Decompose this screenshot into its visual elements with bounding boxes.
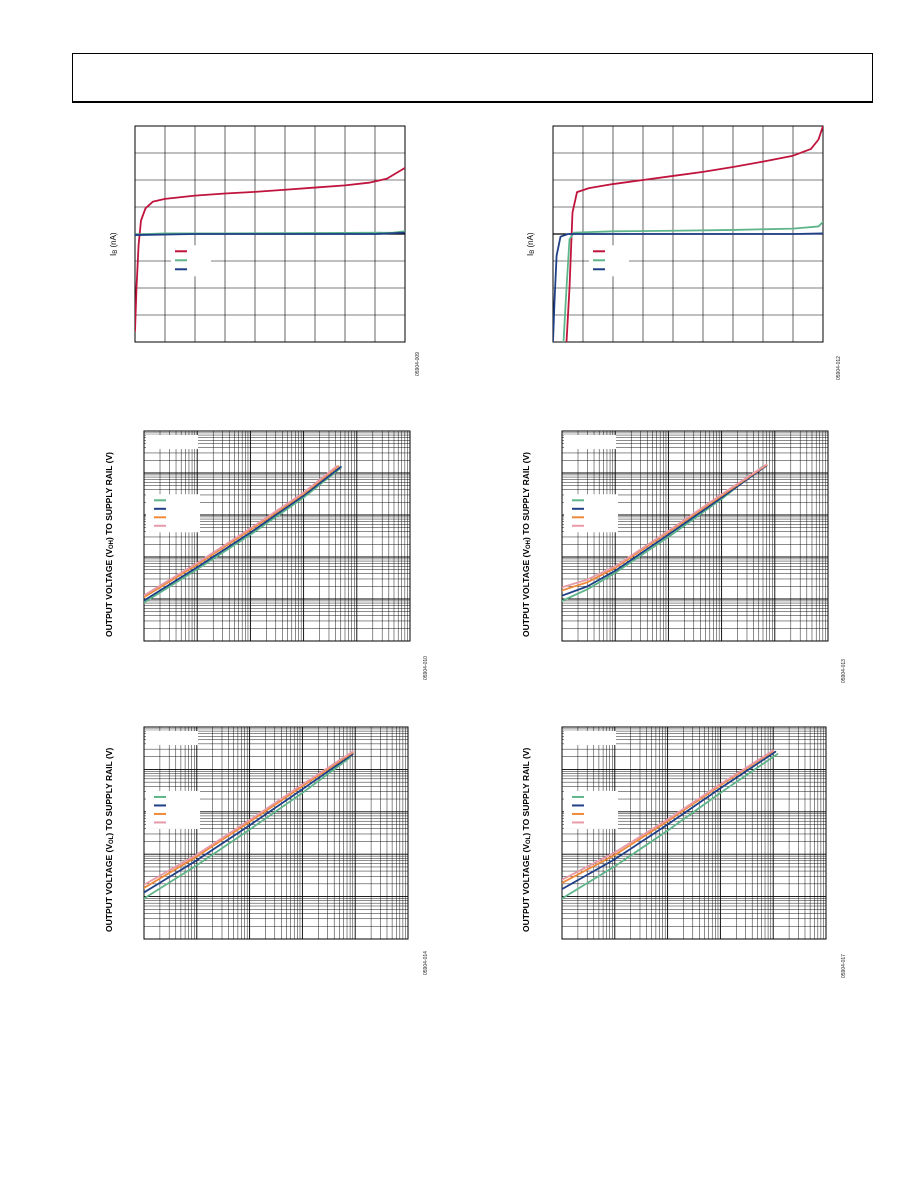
series-line-green	[562, 753, 779, 900]
y-axis-label: OUTPUT VOLTAGE (VOL) TO SUPPLY RAIL (V)	[521, 748, 532, 932]
series-group	[562, 749, 779, 900]
grid	[561, 726, 827, 940]
series-line-blue	[562, 750, 777, 891]
series-line-orange	[562, 750, 775, 884]
y-axis-label-main: OUTPUT VOLTAGE (V	[521, 844, 531, 932]
legend-box	[564, 731, 616, 745]
legend	[564, 731, 618, 829]
legend-box	[564, 790, 618, 829]
figure-code: 05904-017	[841, 954, 847, 978]
series-line-pink	[562, 749, 775, 881]
page-header	[72, 53, 873, 103]
y-axis-label-rest: ) TO SUPPLY RAIL (V)	[521, 747, 531, 836]
plot-frame	[561, 726, 827, 940]
y-axis-label-sub: OL	[526, 835, 532, 844]
